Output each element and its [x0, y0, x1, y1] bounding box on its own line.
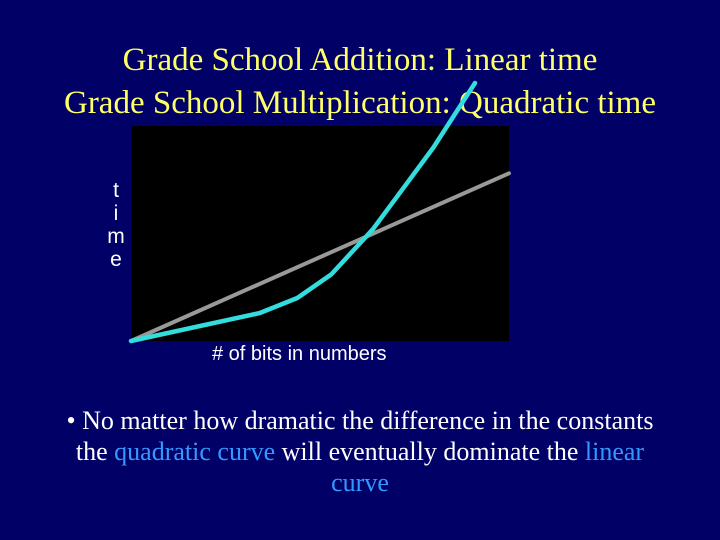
linear-curve-highlight: linear curve: [331, 437, 645, 497]
bullet-point: • No matter how dramatic the difference …: [60, 405, 660, 498]
slide-title-line-2: Grade School Multiplication: Quadratic t…: [63, 85, 657, 121]
linear-curve: [129, 171, 511, 343]
quadratic-curve: [128, 80, 478, 344]
bullet-text-2: will eventually dominate the: [275, 437, 585, 466]
x-axis-label: # of bits in numbers: [212, 343, 387, 365]
series-layer: [128, 80, 511, 344]
y-axis-label-letter: t: [113, 179, 119, 202]
bullet-text-1: • No matter how dramatic the difference …: [66, 406, 654, 466]
y-axis-label: t i m e: [104, 179, 128, 271]
plot-area: [131, 126, 509, 341]
quadratic-curve-highlight: quadratic curve: [114, 437, 276, 466]
y-axis-label-letter: m: [107, 225, 125, 248]
slide-title-line-1: Grade School Addition: Linear time: [122, 42, 598, 78]
y-axis-label-letter: i: [113, 202, 119, 225]
y-axis-label-letter: e: [110, 248, 122, 271]
